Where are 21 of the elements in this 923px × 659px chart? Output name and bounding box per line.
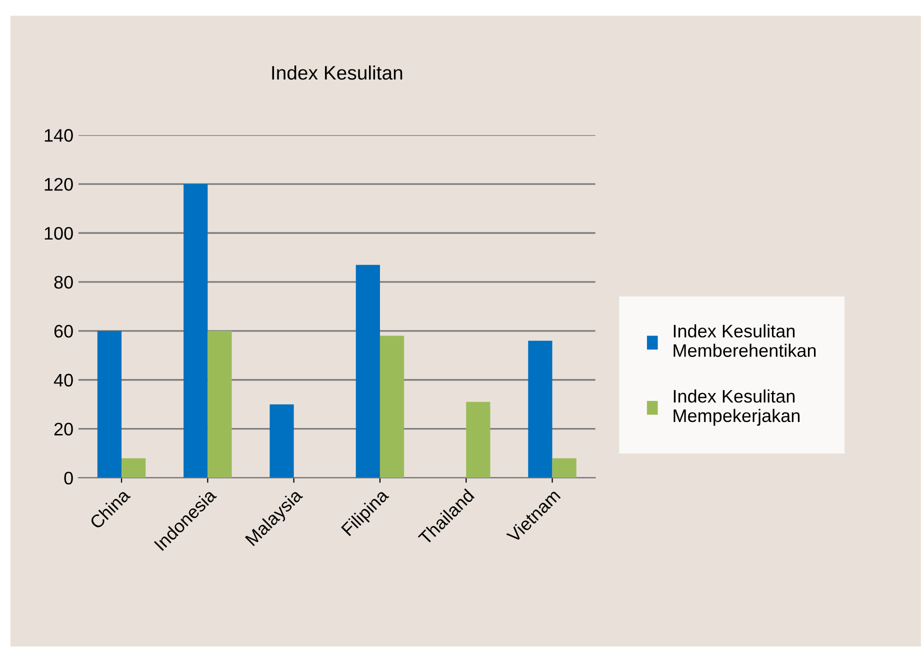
y-tick-label: 100 <box>44 226 73 240</box>
chart-title: Index Kesulitan <box>272 65 402 80</box>
legend-label: Index Kesulitan Mempekerjakan <box>674 389 800 426</box>
bar <box>270 404 294 478</box>
bar <box>528 340 552 478</box>
y-tick-label: 0 <box>64 472 73 484</box>
y-tick-label: 20 <box>54 422 73 436</box>
bar <box>356 264 380 478</box>
legend-label: Index Kesulitan Memberehentikan <box>674 324 816 357</box>
bar <box>184 184 208 478</box>
bar <box>466 402 490 478</box>
y-tick-label: 80 <box>54 276 73 289</box>
bar <box>380 336 404 478</box>
bar <box>208 330 232 478</box>
y-tick-label: 120 <box>44 178 73 191</box>
bar <box>122 458 146 478</box>
y-tick-label: 140 <box>44 129 73 142</box>
y-tick-label: 60 <box>54 324 73 338</box>
bar <box>552 458 576 478</box>
y-tick-label: 40 <box>54 374 73 387</box>
bar <box>97 330 122 478</box>
